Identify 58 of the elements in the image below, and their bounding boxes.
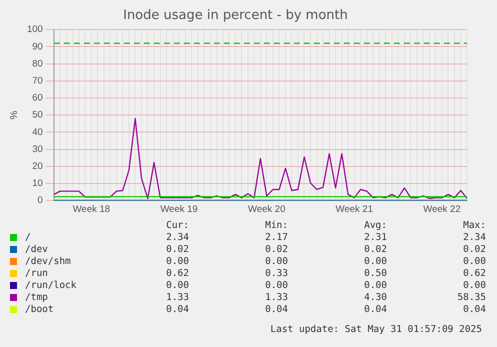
chart-title: Inode usage in percent - by month: [123, 8, 348, 24]
x-tick-label: Week 18: [72, 204, 110, 215]
text: 1.33: [264, 292, 288, 304]
legend-label: /dev/shm: [24, 256, 72, 268]
x-tick-label: Week 19: [160, 204, 198, 215]
text: 1.33: [165, 292, 189, 304]
text: 0.02: [264, 244, 288, 256]
text: 0.02: [363, 244, 387, 256]
text: 0.00: [264, 280, 288, 292]
text: 58.35: [456, 292, 486, 304]
y-tick-label: 80: [32, 58, 43, 70]
text: Last update: Sat May 31 01:57:09 2025: [270, 324, 482, 335]
text: 0.00: [363, 256, 387, 268]
text: 0.00: [462, 256, 486, 268]
text: 0.00: [264, 256, 288, 268]
legend-label: /tmp: [24, 292, 49, 304]
text: 0.00: [165, 256, 189, 268]
y-tick-label: 40: [32, 126, 43, 138]
y-tick-label: 90: [32, 41, 43, 52]
text: 2.17: [264, 232, 288, 244]
text: 0.00: [462, 280, 486, 292]
text: 0.02: [165, 244, 189, 256]
text: Cur:: [165, 220, 189, 232]
text: 2.34: [165, 232, 189, 244]
y-tick-label: 100: [26, 24, 43, 36]
text: 4.30: [363, 292, 387, 304]
x-tick-label: Week 22: [423, 204, 461, 215]
y-axis-title: %: [8, 110, 20, 120]
text: Avg:: [363, 220, 387, 232]
text: 0.04: [264, 304, 288, 316]
legend-label: /run/lock: [24, 280, 78, 292]
x-tick-label: Week 20: [248, 204, 286, 215]
text: 2.34: [462, 232, 486, 244]
y-tick-label: 10: [32, 178, 43, 190]
legend-label: /: [24, 232, 32, 244]
text: 0.62: [462, 268, 486, 280]
text: 0.02: [462, 244, 486, 256]
text: 0.50: [363, 268, 387, 280]
legend-label: /run: [24, 268, 49, 280]
legend-label: /boot: [24, 304, 55, 316]
y-tick-label: 30: [32, 144, 43, 155]
legend-label: /dev: [24, 244, 49, 256]
y-tick-label: 20: [32, 161, 43, 172]
text: Min:: [264, 220, 288, 232]
text: 0.33: [264, 268, 288, 280]
text: Max:: [462, 220, 486, 232]
text: 0.04: [165, 304, 189, 316]
y-tick-label: 70: [32, 76, 43, 87]
text: 2.31: [363, 232, 387, 244]
text: 0.62: [165, 268, 189, 280]
text: 0.04: [363, 304, 387, 316]
text: 0.04: [462, 304, 486, 316]
x-tick-label: Week 21: [336, 204, 373, 215]
text: 0.00: [363, 280, 387, 292]
text: 0.00: [165, 280, 189, 292]
y-tick-label: 60: [32, 92, 43, 104]
y-tick-label: 50: [32, 110, 43, 121]
y-tick-label: 0: [38, 195, 43, 206]
